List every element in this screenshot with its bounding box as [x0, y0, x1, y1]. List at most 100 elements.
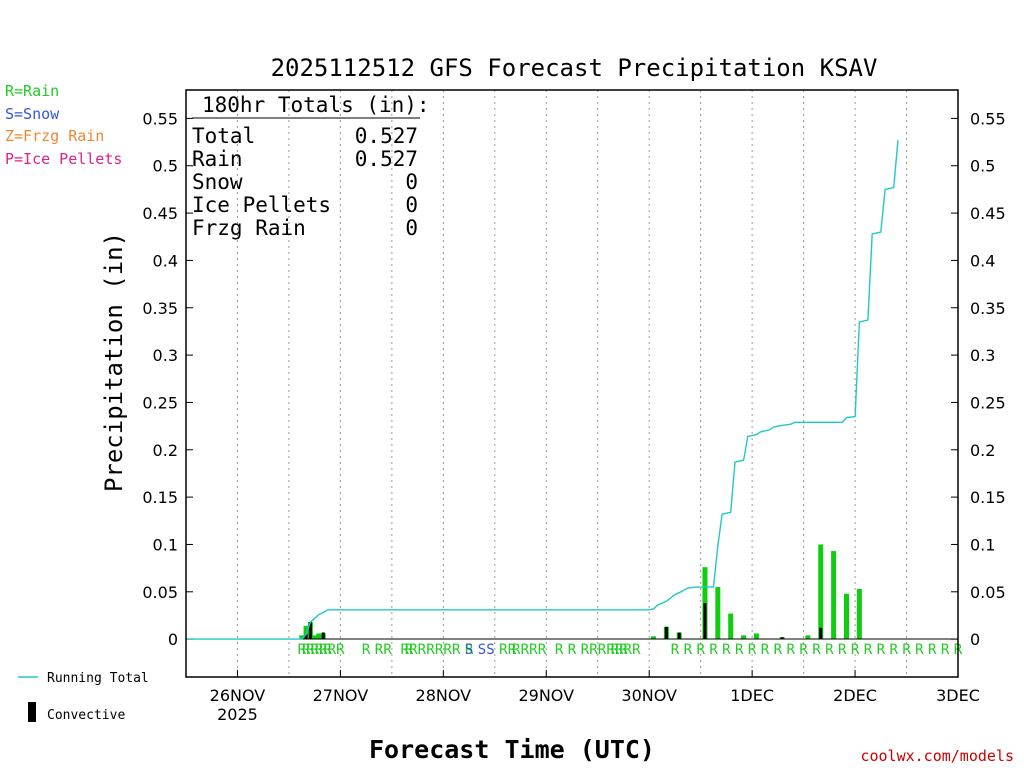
precip-bar: [715, 587, 721, 640]
rain-marker: R: [722, 642, 731, 658]
precip-bar: [805, 635, 811, 640]
y-tick-label: 0.4: [153, 251, 178, 270]
rain-marker: R: [302, 642, 311, 658]
y-tick-label: 0.15: [142, 488, 178, 507]
rain-marker: R: [812, 642, 821, 658]
y-tick-label-right: 0.55: [970, 109, 1006, 128]
rain-marker: R: [787, 642, 796, 658]
y-tick-label: 0.3: [153, 346, 178, 365]
convective-bar: [308, 622, 312, 640]
precip-bar: [650, 636, 656, 640]
rain-marker: R: [418, 642, 427, 658]
rain-marker: R: [443, 642, 452, 658]
y-tick-label-right: 0.05: [970, 583, 1006, 602]
y-tick-label: 0.2: [153, 441, 178, 460]
totals-value-frzg: 0: [405, 216, 418, 240]
x-axis-label: Forecast Time (UTC): [369, 735, 655, 764]
rain-marker: R: [521, 642, 530, 658]
convective-bar: [703, 603, 707, 640]
rain-marker: R: [941, 642, 950, 658]
rain-marker: R: [568, 642, 577, 658]
rain-marker: R: [409, 642, 418, 658]
precip-bar: [831, 551, 837, 640]
totals-value-rain: 0.527: [355, 147, 418, 171]
y-tick-label: 0.35: [142, 299, 178, 318]
rain-marker: R: [315, 642, 324, 658]
rain-marker: R: [405, 642, 414, 658]
ptype-legend: R=Rain S=Snow Z=Frzg Rain P=Ice Pellets: [5, 82, 122, 168]
y-tick-label-right: 0: [970, 630, 980, 649]
rain-marker: R: [529, 642, 538, 658]
y-tick-label-right: 0.5: [970, 157, 995, 176]
y-axis-right: 0 0.05 0.1 0.15 0.2 0.25 0.3 0.35 0.4 0.45 0.5 0.55: [951, 109, 1006, 649]
rain-marker: R: [589, 642, 598, 658]
x-tick-label: 3DEC: [936, 686, 980, 705]
totals-label-total: Total: [192, 124, 255, 148]
snow-marker: S: [486, 642, 494, 658]
totals-label-frzg: Frzg Rain: [192, 216, 306, 240]
rain-marker: R: [624, 642, 633, 658]
x-tick-label: 29NOV: [518, 686, 574, 705]
convective-bars: [304, 603, 823, 640]
totals-value-total: 0.527: [355, 124, 418, 148]
totals-label-rain: Rain: [192, 147, 243, 171]
legend-convective: Convective: [47, 708, 125, 723]
y-tick-label-right: 0.1: [970, 535, 995, 554]
legend-rain: R=Rain: [5, 82, 59, 100]
y-axis-left: 0 0.05 0.1 0.15 0.2 0.25 0.3 0.35 0.4 0.45 0.5 0.55: [142, 109, 193, 649]
convective-bar: [780, 637, 784, 640]
totals-value-snow: 0: [405, 170, 418, 194]
y-tick-label: 0.05: [142, 583, 178, 602]
precip-bars: [299, 544, 862, 640]
totals-label-snow: Snow: [192, 170, 243, 194]
rain-marker: R: [619, 642, 628, 658]
rain-marker: R: [671, 642, 680, 658]
chart-title: 2025112512 GFS Forecast Precipitation KS…: [271, 54, 878, 82]
totals-label-ice: Ice Pellets: [192, 193, 331, 217]
precip-bar: [312, 635, 318, 640]
rain-marker: R: [864, 642, 873, 658]
legend-running-total: Running Total: [47, 671, 149, 686]
y-tick-label: 0.45: [142, 204, 178, 223]
plot-frame: [185, 89, 959, 678]
precip-bar: [316, 633, 322, 640]
x-tick-label: 26NOV: [210, 686, 266, 705]
rain-marker: R: [632, 642, 641, 658]
rain-marker: R: [581, 642, 590, 658]
x-tick-sublabel: 2025: [217, 705, 258, 724]
y-tick-label-right: 0.15: [970, 488, 1006, 507]
rain-marker: R: [375, 642, 384, 658]
convective-bar: [677, 632, 681, 640]
x-tick-label: 2DEC: [833, 686, 877, 705]
rain-marker: R: [401, 642, 410, 658]
x-tick-label: 30NOV: [621, 686, 677, 705]
y-tick-label-right: 0.3: [970, 346, 995, 365]
rain-marker: R: [383, 642, 392, 658]
rain-marker: R: [684, 642, 693, 658]
rain-marker: R: [838, 642, 847, 658]
precip-bar: [299, 635, 305, 640]
rain-marker: R: [362, 642, 371, 658]
rain-marker: R: [435, 642, 444, 658]
rain-marker: R: [915, 642, 924, 658]
rain-marker: R: [825, 642, 834, 658]
x-tick-label: 28NOV: [416, 686, 472, 705]
precip-bar: [856, 588, 862, 640]
y-tick-label-right: 0.4: [970, 251, 995, 270]
rain-marker: R: [310, 642, 319, 658]
series-legend: Running Total Convective: [18, 671, 149, 723]
y-tick-label: 0: [168, 630, 178, 649]
precip-bar: [818, 544, 824, 640]
rain-marker: R: [761, 642, 770, 658]
convective-bar: [664, 626, 668, 640]
x-tick-label: 27NOV: [313, 686, 369, 705]
rain-marker: R: [508, 642, 517, 658]
rain-marker: R: [928, 642, 937, 658]
snow-marker: S: [465, 642, 473, 658]
y-tick-label-right: 0.45: [970, 204, 1006, 223]
rain-marker: R: [877, 642, 886, 658]
rain-marker: R: [889, 642, 898, 658]
convective-bar: [321, 632, 325, 640]
